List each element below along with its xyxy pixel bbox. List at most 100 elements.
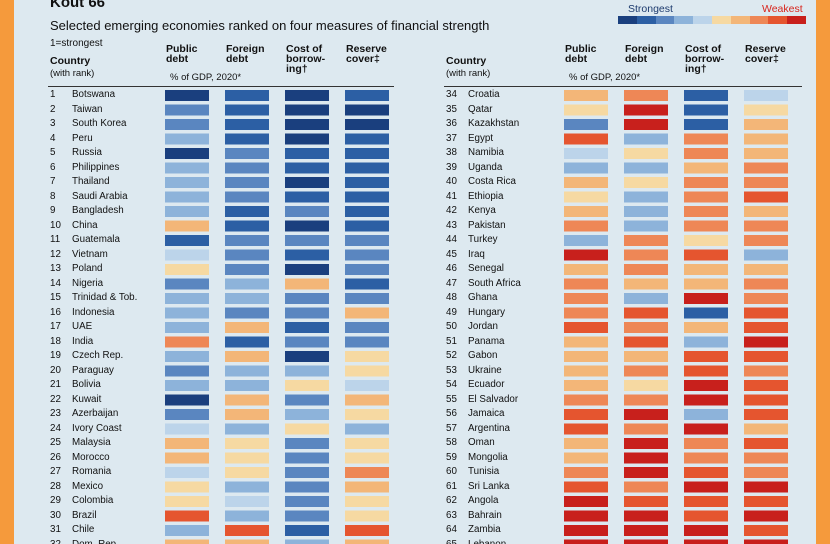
heatmap-cell [624, 148, 668, 159]
country-row-label: 40 Costa Rica [446, 176, 516, 187]
heatmap-cell [564, 365, 608, 377]
heatmap-cell [684, 220, 728, 232]
heatmap-cell [345, 539, 389, 544]
heatmap-cell [345, 133, 389, 145]
heatmap-cell [345, 423, 389, 435]
country-rank: 52 [446, 350, 457, 361]
country-row-label: 4 Peru [50, 133, 93, 144]
heatmap-cell [684, 133, 728, 145]
legend-swatch [749, 16, 769, 24]
heatmap-cell [564, 90, 608, 101]
country-name: Ghana [468, 292, 498, 303]
header-rule [444, 86, 802, 87]
heatmap-cell [165, 467, 209, 478]
country-rank: 37 [446, 132, 457, 144]
country-name: Ethiopia [468, 190, 504, 202]
legend-swatch [655, 16, 675, 24]
heatmap-cell [165, 133, 209, 145]
heatmap-cell [624, 307, 668, 319]
country-rank: 17 [50, 321, 61, 332]
heatmap-cell [345, 119, 389, 130]
country-row-label: 53 Ukraine [446, 365, 502, 376]
country-rank: 65 [446, 538, 457, 544]
heatmap-cell [345, 510, 389, 522]
measure-column-subheader: % of GDP, 2020* [569, 72, 641, 83]
heatmap-cell [345, 293, 389, 304]
country-rank: 20 [50, 364, 61, 376]
country-name: Tunisia [468, 466, 500, 477]
legend-swatch [618, 16, 637, 24]
heatmap-cell [285, 365, 329, 377]
country-rank: 48 [446, 292, 457, 303]
country-row-label: 2 Taiwan [50, 104, 103, 115]
country-name: Peru [72, 132, 93, 144]
country-rank: 6 [50, 161, 56, 173]
country-rank: 11 [50, 234, 61, 245]
country-rank: 58 [446, 437, 457, 448]
country-rank: 19 [50, 350, 61, 361]
country-rank: 28 [50, 480, 61, 492]
country-rank: 38 [446, 147, 457, 158]
heatmap-cell [624, 336, 668, 348]
heatmap-cell [165, 365, 209, 377]
heatmap-cell [684, 467, 728, 478]
country-row-label: 13 Poland [50, 263, 103, 274]
country-name: Philippines [72, 161, 120, 173]
measure-column-subheader: % of GDP, 2020* [170, 72, 242, 83]
country-rank: 49 [446, 306, 457, 318]
heatmap-cell [564, 206, 608, 217]
country-rank: 18 [50, 335, 61, 347]
heatmap-cell [345, 365, 389, 377]
heatmap-cell [624, 467, 668, 478]
country-name: Mexico [72, 480, 104, 492]
measure-column-header: borrow- [685, 53, 725, 65]
country-rank: 3 [50, 118, 56, 129]
country-row-label: 43 Pakistan [446, 220, 506, 231]
heatmap-cell [165, 90, 209, 101]
heatmap-cell [624, 104, 668, 116]
country-row-label: 59 Mongolia [446, 452, 508, 463]
country-rank: 34 [446, 89, 457, 100]
country-rank: 43 [446, 219, 457, 231]
heatmap-cell [285, 249, 329, 261]
country-rank: 61 [446, 480, 457, 492]
heatmap-cell [684, 496, 728, 507]
heatmap-cell [225, 293, 269, 304]
country-rank: 30 [50, 509, 61, 521]
country-column-header: (with rank) [446, 68, 491, 79]
heatmap-cell [285, 235, 329, 246]
heatmap-cell [225, 394, 269, 406]
country-rank: 29 [50, 495, 61, 506]
heatmap-cell [285, 481, 329, 493]
heatmap-cell [564, 133, 608, 145]
country-rank: 64 [446, 524, 457, 535]
country-rank: 7 [50, 176, 56, 187]
heatmap-cell [564, 119, 608, 130]
heatmap-cell [165, 510, 209, 522]
heatmap-cell [345, 206, 389, 217]
heatmap-cell [684, 177, 728, 188]
heatmap-cell [564, 191, 608, 203]
heatmap-cell [225, 539, 269, 544]
heatmap-cell [225, 409, 269, 420]
heatmap-cell [285, 525, 329, 536]
rank-note: 1=strongest [50, 38, 103, 49]
country-row-label: 61 Sri Lanka [446, 481, 509, 492]
heatmap-cell [684, 293, 728, 304]
country-name: Czech Rep. [72, 350, 124, 361]
legend-swatch [768, 16, 788, 24]
legend-weakest-label: Weakest [762, 3, 803, 15]
heatmap-cell [285, 293, 329, 304]
heatmap-cell [624, 539, 668, 544]
legend-swatch [730, 16, 750, 24]
country-name: Thailand [72, 176, 110, 187]
country-name: Brazil [72, 509, 97, 521]
heatmap-cell [285, 104, 329, 116]
heatmap-cell [564, 467, 608, 478]
heatmap-cell [225, 278, 269, 290]
country-name: Nigeria [72, 277, 104, 289]
heatmap-cell [285, 351, 329, 362]
heatmap-cell [345, 104, 389, 116]
heatmap-cell [744, 510, 788, 522]
country-name: Uganda [468, 161, 503, 173]
